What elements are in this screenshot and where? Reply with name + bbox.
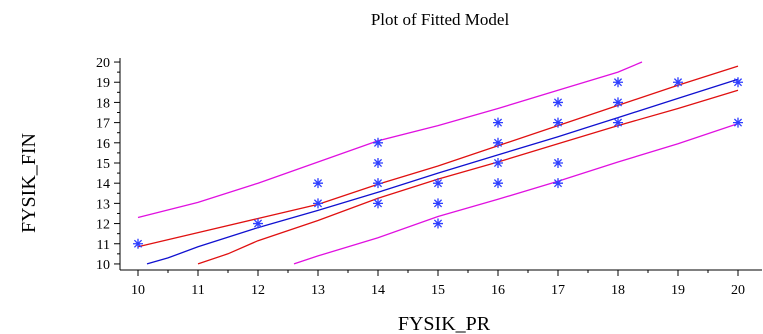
data-point-asterisk <box>553 178 563 189</box>
x-tick-label: 14 <box>371 283 385 298</box>
prediction-upper-line <box>137 61 643 219</box>
y-tick-label: 13 <box>96 197 110 212</box>
y-tick-label: 20 <box>96 56 110 71</box>
x-tick-label: 17 <box>551 283 565 298</box>
data-point-asterisk <box>553 157 563 168</box>
data-point-asterisk <box>313 178 323 189</box>
data-point-asterisk <box>373 178 383 189</box>
x-tick-label: 19 <box>671 283 685 298</box>
y-tick-label: 12 <box>96 218 110 233</box>
x-axis-label: FYSIK_PR <box>398 313 491 334</box>
y-tick-label: 18 <box>96 96 110 111</box>
data-point-asterisk <box>493 157 503 168</box>
data-point-asterisk <box>253 218 263 229</box>
data-point-asterisk <box>613 97 623 108</box>
x-tick-label: 15 <box>431 283 445 298</box>
data-point-asterisk <box>613 77 623 88</box>
data-point-asterisk <box>133 238 143 249</box>
data-point-asterisk <box>493 137 503 148</box>
data-point-asterisk <box>553 117 563 128</box>
data-point-asterisk <box>373 198 383 209</box>
data-point-asterisk <box>613 117 623 128</box>
data-point-asterisk <box>493 117 503 128</box>
data-point-asterisk <box>373 137 383 148</box>
confidence-upper-line <box>137 65 739 248</box>
fitted-line-line <box>146 78 739 265</box>
x-tick-label: 20 <box>731 283 745 298</box>
x-tick-label: 11 <box>191 283 204 298</box>
plot-area: 10 11 12 13 14 15 16 17 18 19 20 10 11 12 13 14 15 16 17 18… <box>96 56 762 298</box>
data-point-asterisk <box>373 157 383 168</box>
data-point-asterisk <box>433 198 443 209</box>
data-point-asterisk <box>433 218 443 229</box>
data-point-asterisk <box>553 97 563 108</box>
y-tick-label: 10 <box>96 258 110 273</box>
y-tick-label: 15 <box>96 157 110 172</box>
x-tick-label: 10 <box>131 283 145 298</box>
y-tick-label: 19 <box>96 76 110 91</box>
data-point-asterisk <box>673 77 683 88</box>
prediction-lower-line <box>293 122 739 265</box>
data-point-asterisk <box>733 77 743 88</box>
x-tick-label: 16 <box>491 283 505 298</box>
confidence-lower-line <box>197 89 739 265</box>
data-point-asterisk <box>493 178 503 189</box>
chart-title: Plot of Fitted Model <box>371 10 510 29</box>
data-point-asterisk <box>733 117 743 128</box>
y-tick-label: 14 <box>96 177 110 192</box>
x-tick-label: 18 <box>611 283 625 298</box>
y-tick-label: 17 <box>96 117 110 132</box>
y-tick-label: 11 <box>97 238 110 253</box>
data-point-asterisk <box>433 178 443 189</box>
x-tick-label: 13 <box>311 283 325 298</box>
data-point-asterisk <box>313 198 323 209</box>
x-tick-label: 12 <box>251 283 265 298</box>
y-tick-label: 16 <box>96 137 110 152</box>
y-axis-label: FYSIK_FIN <box>18 133 40 233</box>
